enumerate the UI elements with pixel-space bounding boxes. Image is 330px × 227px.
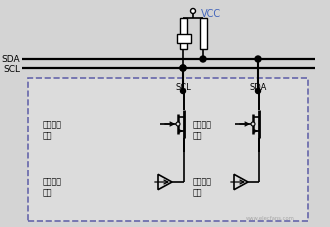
Bar [200, 19, 207, 50]
Bar [177, 35, 191, 44]
Text: www.elecfans.com: www.elecfans.com [246, 215, 294, 220]
Circle shape [251, 122, 255, 126]
Circle shape [190, 10, 195, 15]
Text: 串行数据
输入: 串行数据 输入 [193, 176, 212, 197]
Circle shape [180, 66, 186, 72]
Text: 串行数据
输出: 串行数据 输出 [193, 119, 212, 140]
Text: 串行时钟
输入: 串行时钟 输入 [43, 176, 62, 197]
Circle shape [255, 89, 260, 94]
Text: SCL: SCL [3, 64, 20, 73]
Circle shape [255, 57, 261, 63]
Circle shape [180, 66, 186, 72]
Bar [28, 79, 308, 221]
Bar [180, 19, 186, 50]
Text: 串行时钟
输出: 串行时钟 输出 [43, 119, 62, 140]
Circle shape [200, 57, 206, 63]
Text: SCL: SCL [175, 83, 191, 92]
Text: SDA: SDA [1, 55, 20, 64]
Circle shape [181, 89, 185, 94]
Text: SDA: SDA [249, 83, 267, 92]
Text: VCC: VCC [201, 9, 221, 19]
Circle shape [176, 122, 180, 126]
